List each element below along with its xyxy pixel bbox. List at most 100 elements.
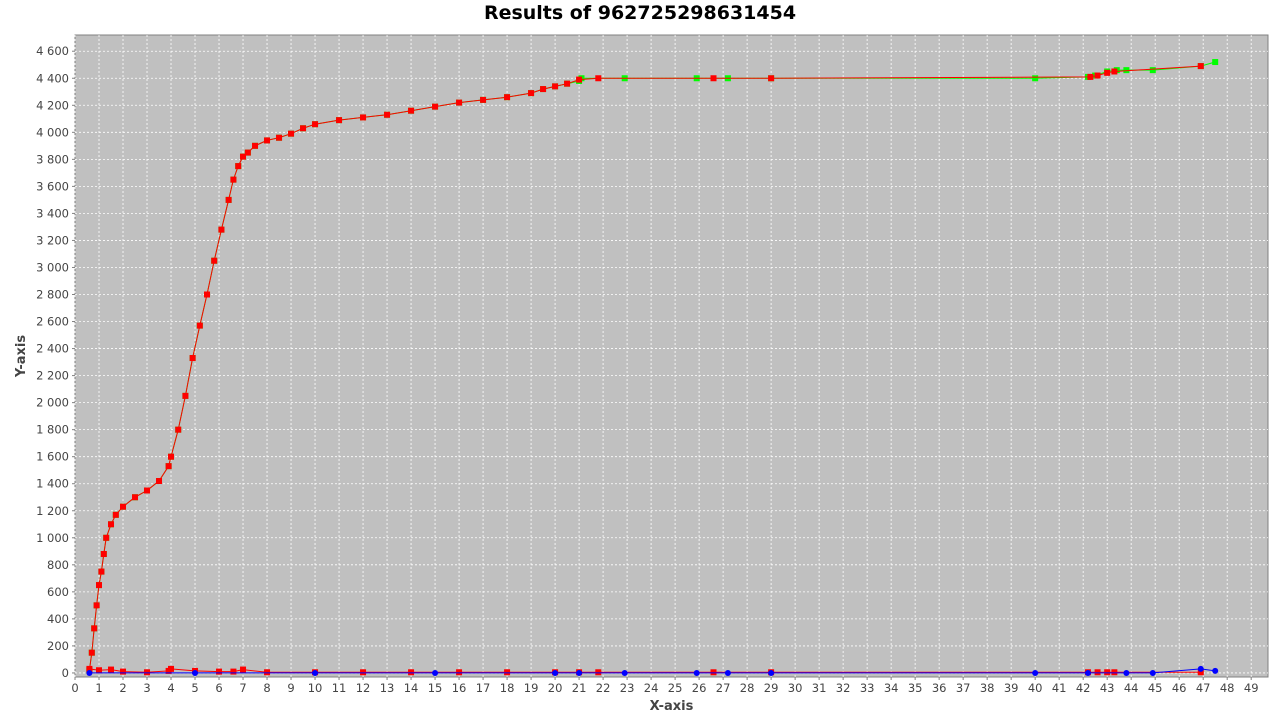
data-point [432, 669, 439, 676]
data-point [1094, 72, 1101, 79]
data-point [1104, 69, 1111, 76]
data-point [768, 75, 775, 82]
data-point [552, 83, 559, 90]
grid-lines [74, 35, 1268, 677]
y-tick-label: 1 600 [36, 450, 69, 464]
series-layer [86, 59, 1219, 676]
x-tick-label: 14 [404, 681, 419, 695]
x-tick-label: 18 [500, 681, 515, 695]
data-point [108, 666, 115, 673]
y-tick-label: 3 800 [36, 152, 69, 166]
data-point [1111, 68, 1118, 75]
data-point [360, 114, 367, 121]
data-point [336, 117, 343, 124]
data-point [456, 669, 463, 676]
data-point [595, 669, 602, 676]
data-point [218, 226, 225, 233]
x-tick-label: 29 [764, 681, 779, 695]
data-point [112, 511, 119, 518]
x-tick-label: 25 [668, 681, 683, 695]
data-point [108, 521, 115, 528]
chart-title: Results of 962725298631454 [483, 2, 797, 24]
data-point [225, 196, 232, 203]
data-point [504, 94, 511, 101]
y-tick-label: 3 400 [36, 206, 69, 220]
data-point [576, 669, 583, 676]
x-tick-label: 39 [1004, 681, 1019, 695]
x-tick-label: 40 [1028, 681, 1043, 695]
data-point [93, 602, 100, 609]
y-tick-label: 1 200 [36, 504, 69, 518]
x-tick-label: 33 [860, 681, 875, 695]
data-point [1212, 59, 1219, 66]
data-point [204, 291, 211, 298]
data-point [230, 176, 237, 183]
x-tick-label: 8 [263, 681, 270, 695]
x-tick-label: 36 [932, 681, 947, 695]
data-point [252, 142, 259, 149]
data-point [480, 96, 487, 103]
axes: 0 1 2 3 4 5 6 7 8 9 10 11 12 13 14 15 16 17 18 19 20 21 22 23 24… [36, 44, 1258, 695]
x-tick-label: 37 [956, 681, 971, 695]
data-point [1111, 669, 1118, 676]
data-point [724, 669, 731, 676]
y-tick-label: 2 800 [36, 288, 69, 302]
data-point [264, 669, 271, 676]
data-point [1197, 665, 1204, 672]
x-axis-title: X-axis [650, 699, 694, 714]
x-tick-label: 24 [644, 681, 659, 695]
data-point [312, 121, 319, 128]
x-tick-label: 42 [1076, 681, 1091, 695]
data-point [192, 669, 199, 676]
data-point [244, 149, 251, 156]
y-tick-label: 1 800 [36, 423, 69, 437]
data-point [1149, 67, 1156, 74]
data-point [1123, 669, 1130, 676]
x-tick-label: 6 [215, 681, 222, 695]
x-tick-label: 46 [1172, 681, 1187, 695]
data-point [88, 649, 95, 656]
series-line [89, 668, 1216, 674]
data-point [96, 667, 103, 674]
y-tick-label: 200 [47, 639, 69, 653]
data-point [100, 551, 107, 558]
data-point [621, 669, 628, 676]
x-tick-label: 0 [71, 681, 78, 695]
data-point [91, 625, 98, 632]
y-tick-label: 0 [62, 666, 69, 680]
x-tick-label: 4 [167, 681, 174, 695]
data-point [276, 134, 283, 141]
data-point [1123, 67, 1130, 74]
x-tick-label: 17 [476, 681, 491, 695]
x-tick-label: 41 [1052, 681, 1067, 695]
data-point [408, 669, 415, 676]
data-point [710, 75, 717, 82]
x-tick-label: 22 [596, 681, 611, 695]
data-point [211, 257, 218, 264]
x-tick-label: 30 [788, 681, 803, 695]
data-point [230, 668, 237, 675]
y-tick-label: 3 000 [36, 260, 69, 274]
data-point [552, 669, 559, 676]
data-point [120, 668, 127, 675]
data-point [98, 568, 105, 575]
data-point [86, 665, 93, 672]
data-point [1197, 669, 1204, 676]
data-point [504, 669, 511, 676]
x-tick-label: 20 [548, 681, 563, 695]
y-tick-label: 400 [47, 612, 69, 626]
data-point [103, 534, 110, 541]
data-point [216, 668, 223, 675]
y-tick-label: 2 600 [36, 315, 69, 329]
y-tick-label: 1 000 [36, 531, 69, 545]
plot-area [74, 34, 1269, 678]
y-tick-label: 2 000 [36, 396, 69, 410]
y-tick-label: 4 000 [36, 125, 69, 139]
data-point [1032, 669, 1039, 676]
data-point [144, 487, 151, 494]
y-tick-label: 4 400 [36, 71, 69, 85]
data-point [564, 80, 571, 87]
y-tick-label: 3 600 [36, 179, 69, 193]
